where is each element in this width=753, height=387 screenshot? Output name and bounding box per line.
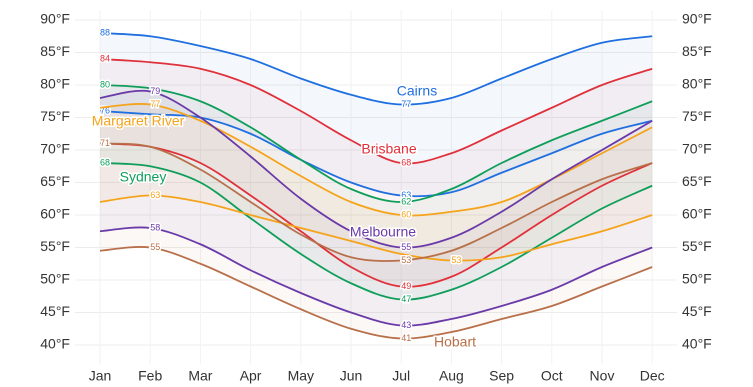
value-label: 79	[150, 86, 160, 96]
x-tick-label: Mar	[188, 368, 212, 384]
y-tick-label: 55°F	[40, 238, 70, 254]
y-tick-label-right: 55°F	[682, 238, 712, 254]
value-label: 58	[150, 222, 160, 232]
low-line	[99, 142, 653, 288]
y-tick-label: 50°F	[40, 271, 70, 287]
value-label: 43	[401, 320, 411, 330]
high-line	[99, 142, 653, 262]
temperature-band	[100, 85, 653, 300]
x-tick-label: Feb	[138, 368, 162, 384]
y-tick-label-right: 70°F	[682, 141, 712, 157]
y-tick-label: 70°F	[40, 141, 70, 157]
y-tick-label-right: 90°F	[682, 11, 712, 27]
y-tick-label-right: 40°F	[682, 336, 712, 352]
value-label: 47	[401, 294, 411, 304]
value-label: 77	[150, 99, 160, 109]
city-label: Cairns	[397, 83, 437, 99]
high-line	[99, 58, 653, 165]
value-label: 55	[150, 242, 160, 252]
low-line	[99, 226, 653, 327]
value-label: 77	[401, 99, 411, 109]
x-tick-label: Dec	[640, 368, 665, 384]
x-tick-label: Aug	[439, 368, 464, 384]
temperature-band	[100, 90, 653, 326]
high-line	[99, 89, 653, 249]
low-line	[99, 194, 653, 262]
x-tick-label: Nov	[590, 368, 615, 384]
y-tick-label: 85°F	[40, 43, 70, 59]
value-label: 41	[401, 333, 411, 343]
high-line	[99, 84, 653, 203]
value-label: 60	[401, 209, 411, 219]
value-label: 62	[401, 196, 411, 206]
y-tick-label: 80°F	[40, 76, 70, 92]
city-label: Margaret River	[92, 113, 185, 129]
y-tick-label-right: 85°F	[682, 43, 712, 59]
y-tick-label: 60°F	[40, 206, 70, 222]
value-label: 63	[401, 190, 411, 200]
temperature-band	[100, 143, 653, 339]
low-line	[99, 246, 653, 340]
y-tick-label-right: 50°F	[682, 271, 712, 287]
value-label: 68	[401, 157, 411, 167]
value-label: 53	[401, 255, 411, 265]
y-tick-label: 45°F	[40, 303, 70, 319]
y-tick-label: 40°F	[40, 336, 70, 352]
value-label: 55	[401, 242, 411, 252]
y-tick-label: 90°F	[40, 11, 70, 27]
y-tick-label-right: 65°F	[682, 173, 712, 189]
value-label: 49	[401, 281, 411, 291]
value-label: 71	[100, 138, 110, 148]
y-tick-label-right: 75°F	[682, 108, 712, 124]
low-line	[99, 110, 653, 198]
high-line	[99, 32, 653, 106]
x-tick-label: Apr	[240, 368, 262, 384]
value-label: 88	[100, 27, 110, 37]
city-label: Hobart	[434, 334, 476, 350]
x-tick-label: Jun	[340, 368, 363, 384]
low-line	[99, 162, 653, 301]
temperature-band	[100, 59, 653, 287]
y-tick-label-right: 60°F	[682, 206, 712, 222]
x-tick-label: May	[288, 368, 314, 384]
value-label: 84	[100, 53, 110, 63]
y-tick-label-right: 45°F	[682, 303, 712, 319]
value-label: 68	[100, 157, 110, 167]
city-label: Melbourne	[350, 224, 416, 240]
value-label: 63	[150, 190, 160, 200]
value-label: 80	[100, 79, 110, 89]
city-label: Brisbane	[361, 141, 416, 157]
x-tick-label: Sep	[489, 368, 514, 384]
x-tick-label: Jan	[89, 368, 112, 384]
city-label: Sydney	[120, 169, 167, 185]
value-label: 53	[451, 255, 461, 265]
x-tick-label: Jul	[392, 368, 410, 384]
x-tick-label: Oct	[541, 368, 563, 384]
y-tick-label-right: 80°F	[682, 76, 712, 92]
y-tick-label: 65°F	[40, 173, 70, 189]
y-tick-label: 75°F	[40, 108, 70, 124]
